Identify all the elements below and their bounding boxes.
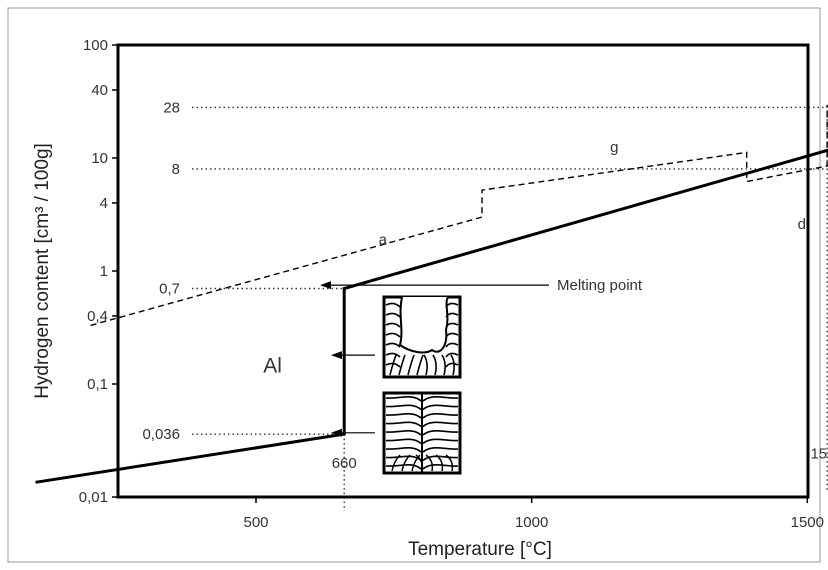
melting-point-arrowhead bbox=[320, 281, 331, 290]
series-al-line bbox=[35, 148, 828, 484]
y-tick-label-0-1: 0,1 bbox=[87, 376, 108, 393]
ref-label-x-1536: 1536 bbox=[810, 445, 828, 462]
ref-label-x-660: 660 bbox=[332, 455, 357, 472]
ref-label-y-0-036: 0,036 bbox=[142, 426, 180, 443]
sketch-full-solidification bbox=[382, 391, 462, 475]
annotation-melting-point: Melting point bbox=[557, 277, 643, 294]
solidification-sketches bbox=[331, 295, 462, 475]
annotation-al: Al bbox=[263, 354, 282, 377]
ref-label-y-8: 8 bbox=[172, 161, 180, 178]
y-tick-label-1: 1 bbox=[100, 263, 108, 280]
axis-ticks: 5001000150020001004010410,40,10,01 bbox=[79, 37, 824, 531]
annotation-g: g bbox=[610, 139, 618, 156]
data-series bbox=[35, 104, 828, 484]
sketch-partial-solidification bbox=[382, 295, 462, 379]
x-axis-title: Temperature [°C] bbox=[408, 539, 552, 560]
y-tick-label-10: 10 bbox=[91, 150, 108, 167]
x-tick-label-1500: 1500 bbox=[791, 514, 824, 531]
sketch-arrow-upper-head bbox=[331, 351, 342, 360]
series-fe-line bbox=[90, 104, 828, 327]
x-tick-label-1000: 1000 bbox=[515, 514, 548, 531]
y-tick-label-4: 4 bbox=[100, 195, 108, 212]
y-tick-label-0-4: 0,4 bbox=[87, 308, 108, 325]
annotation-d: d bbox=[798, 216, 806, 233]
sketch-arrow-lower-head bbox=[331, 428, 342, 437]
annotation-a: a bbox=[379, 232, 388, 249]
ref-label-y-28: 28 bbox=[163, 99, 180, 116]
x-tick-label-500: 500 bbox=[243, 514, 268, 531]
y-axis-title: Hydrogen content [cm³ / 100g] bbox=[32, 143, 53, 399]
y-tick-label-100: 100 bbox=[83, 37, 108, 54]
y-tick-label-40: 40 bbox=[91, 82, 108, 99]
y-tick-label-0-01: 0,01 bbox=[79, 489, 108, 506]
ref-label-y-0-7: 0,7 bbox=[159, 281, 180, 298]
